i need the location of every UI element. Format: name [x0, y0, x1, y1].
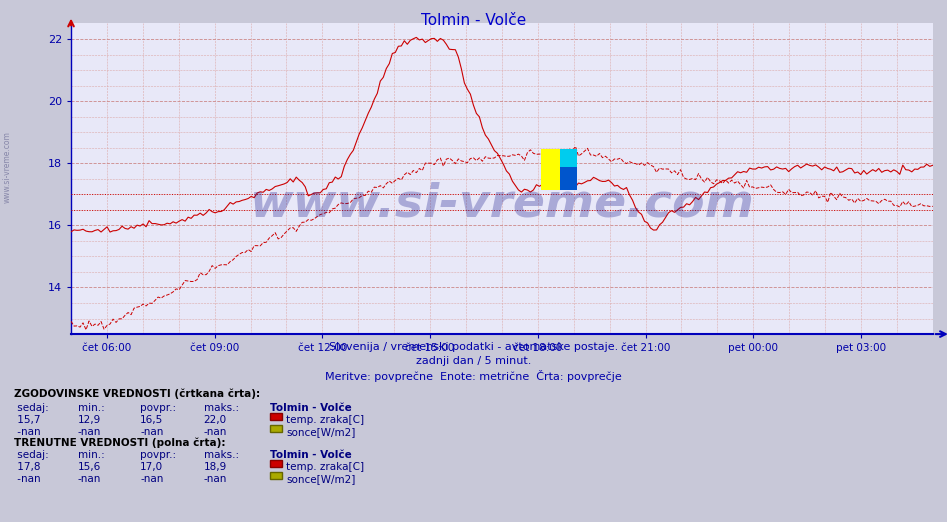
Text: min.:: min.:	[78, 450, 104, 460]
Text: ZGODOVINSKE VREDNOSTI (črtkana črta):: ZGODOVINSKE VREDNOSTI (črtkana črta):	[14, 389, 260, 399]
Text: 15,7: 15,7	[14, 415, 41, 425]
Text: povpr.:: povpr.:	[140, 403, 176, 413]
Bar	[541, 149, 560, 189]
Text: Tolmin - Volče: Tolmin - Volče	[420, 13, 527, 28]
Text: 12,9: 12,9	[78, 415, 101, 425]
Text: -nan: -nan	[204, 427, 227, 437]
Text: -nan: -nan	[14, 474, 41, 484]
Text: -nan: -nan	[14, 427, 41, 437]
Text: 15,6: 15,6	[78, 462, 101, 472]
Text: 17,8: 17,8	[14, 462, 41, 472]
Text: Meritve: povprečne  Enote: metrične  Črta: povprečje: Meritve: povprečne Enote: metrične Črta:…	[325, 370, 622, 382]
Text: zadnji dan / 5 minut.: zadnji dan / 5 minut.	[416, 356, 531, 366]
Text: www.si-vreme.com: www.si-vreme.com	[3, 131, 12, 203]
Text: sonce[W/m2]: sonce[W/m2]	[286, 474, 355, 484]
Text: 18,9: 18,9	[204, 462, 227, 472]
Bar	[560, 168, 577, 189]
Text: min.:: min.:	[78, 403, 104, 413]
Text: sedaj:: sedaj:	[14, 450, 49, 460]
Text: sonce[W/m2]: sonce[W/m2]	[286, 427, 355, 437]
Text: sedaj:: sedaj:	[14, 403, 49, 413]
Text: Slovenija / vremenski podatki - avtomatske postaje.: Slovenija / vremenski podatki - avtomats…	[329, 342, 618, 352]
Text: 22,0: 22,0	[204, 415, 226, 425]
Text: -nan: -nan	[140, 474, 164, 484]
Text: www.si-vreme.com: www.si-vreme.com	[249, 181, 755, 226]
Text: 16,5: 16,5	[140, 415, 164, 425]
Text: maks.:: maks.:	[204, 403, 239, 413]
Text: povpr.:: povpr.:	[140, 450, 176, 460]
Text: TRENUTNE VREDNOSTI (polna črta):: TRENUTNE VREDNOSTI (polna črta):	[14, 437, 225, 448]
Text: Tolmin - Volče: Tolmin - Volče	[270, 450, 351, 460]
Text: Tolmin - Volče: Tolmin - Volče	[270, 403, 351, 413]
Text: -nan: -nan	[78, 474, 101, 484]
Text: maks.:: maks.:	[204, 450, 239, 460]
Text: -nan: -nan	[140, 427, 164, 437]
Text: temp. zraka[C]: temp. zraka[C]	[286, 462, 364, 472]
Bar	[560, 149, 577, 168]
Text: 17,0: 17,0	[140, 462, 163, 472]
Text: -nan: -nan	[78, 427, 101, 437]
Text: -nan: -nan	[204, 474, 227, 484]
Text: temp. zraka[C]: temp. zraka[C]	[286, 415, 364, 425]
